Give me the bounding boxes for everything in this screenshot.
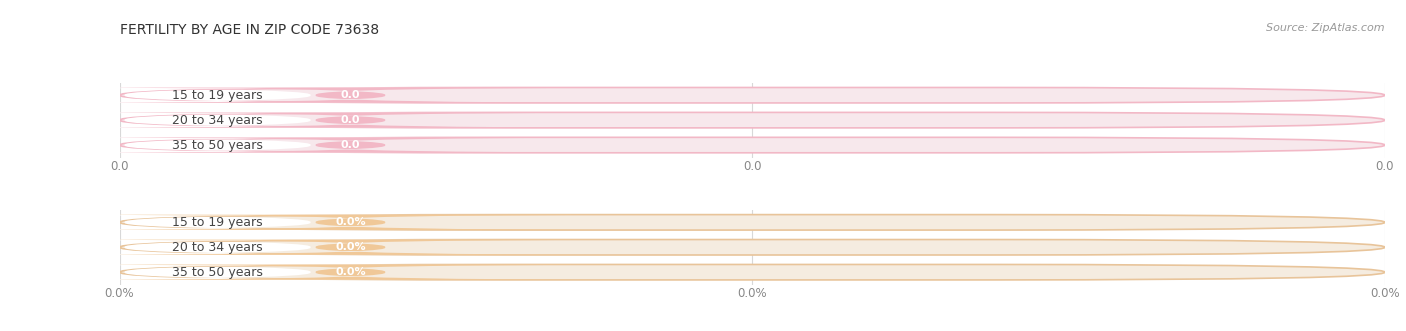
FancyBboxPatch shape [120,240,1385,255]
FancyBboxPatch shape [0,264,485,280]
Text: Source: ZipAtlas.com: Source: ZipAtlas.com [1267,23,1385,33]
FancyBboxPatch shape [120,264,1385,280]
FancyBboxPatch shape [0,137,485,153]
Text: 0.0: 0.0 [340,140,360,150]
FancyBboxPatch shape [24,240,676,255]
FancyBboxPatch shape [120,87,1385,103]
Text: 35 to 50 years: 35 to 50 years [172,266,263,279]
Text: 20 to 34 years: 20 to 34 years [173,114,263,127]
Text: 0.0%: 0.0% [335,217,366,227]
FancyBboxPatch shape [24,215,676,230]
FancyBboxPatch shape [24,88,676,103]
FancyBboxPatch shape [0,88,485,103]
FancyBboxPatch shape [0,113,485,128]
FancyBboxPatch shape [120,214,1385,230]
Text: 15 to 19 years: 15 to 19 years [173,89,263,102]
FancyBboxPatch shape [0,215,485,230]
Text: 20 to 34 years: 20 to 34 years [173,241,263,254]
Text: 0.0: 0.0 [340,90,360,100]
FancyBboxPatch shape [24,137,676,153]
Text: 0.0: 0.0 [340,115,360,125]
FancyBboxPatch shape [24,113,676,128]
Text: 0.0%: 0.0% [335,267,366,277]
Text: 15 to 19 years: 15 to 19 years [173,216,263,229]
Text: 35 to 50 years: 35 to 50 years [172,139,263,152]
Text: 0.0%: 0.0% [335,242,366,252]
FancyBboxPatch shape [24,264,676,280]
FancyBboxPatch shape [0,240,485,255]
Text: FERTILITY BY AGE IN ZIP CODE 73638: FERTILITY BY AGE IN ZIP CODE 73638 [120,23,378,37]
FancyBboxPatch shape [120,113,1385,128]
FancyBboxPatch shape [120,137,1385,153]
